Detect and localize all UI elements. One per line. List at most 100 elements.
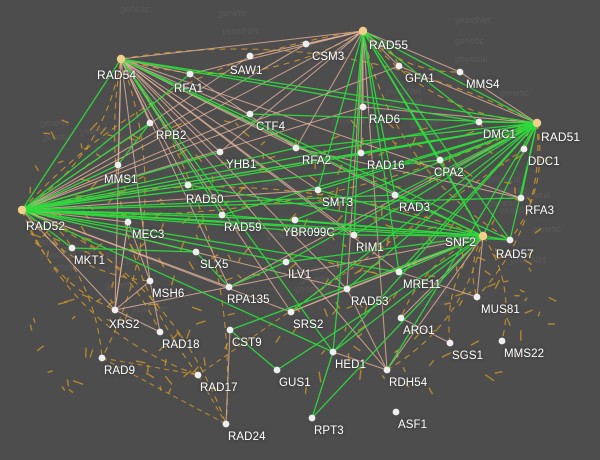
graph-node-rad50[interactable] xyxy=(184,181,192,189)
edge-genetic-dash xyxy=(227,312,236,316)
edge-yeastNet xyxy=(394,194,484,237)
graph-node-ilv1[interactable] xyxy=(282,258,290,266)
node-layer[interactable] xyxy=(17,26,542,428)
graph-node-rad55[interactable] xyxy=(358,26,368,36)
graph-node-rad16[interactable] xyxy=(357,149,365,157)
edge-genetic-dash xyxy=(404,382,410,388)
graph-node-rad17[interactable] xyxy=(194,371,202,379)
graph-node-smt3[interactable] xyxy=(314,186,322,194)
edge-yeastNet xyxy=(332,122,538,353)
edge-genetic-dash xyxy=(46,250,50,258)
graph-node-sgs1[interactable] xyxy=(446,339,454,347)
graph-node-cpa2[interactable] xyxy=(436,156,444,164)
edge-genetic-dash xyxy=(192,366,199,373)
graph-node-ctf4[interactable] xyxy=(246,110,254,118)
graph-node-rdh54[interactable] xyxy=(383,366,391,374)
graph-node-rad57[interactable] xyxy=(506,236,514,244)
graph-node-gus1[interactable] xyxy=(273,366,281,374)
graph-node-gfa1[interactable] xyxy=(395,62,403,70)
graph-node-ddc1[interactable] xyxy=(520,145,528,153)
graph-node-mus81[interactable] xyxy=(473,293,481,301)
graph-node-rad51[interactable] xyxy=(532,118,542,128)
edge-genetic-dash xyxy=(358,366,365,370)
graph-node-yhb1[interactable] xyxy=(216,148,224,156)
graph-node-rfa3[interactable] xyxy=(517,194,525,202)
graph-node-rad53[interactable] xyxy=(343,285,351,293)
edge-genetic-dash xyxy=(170,275,176,286)
edge-genetic-dash xyxy=(502,280,509,283)
graph-node-slx5[interactable] xyxy=(192,248,200,256)
edge-genetic-dash xyxy=(363,270,375,274)
graph-node-srs2[interactable] xyxy=(287,308,295,316)
edge-genetic-dash xyxy=(394,349,400,354)
graph-node-rad24[interactable] xyxy=(222,420,230,428)
graph-node-mms22[interactable] xyxy=(498,337,506,345)
edge-physical xyxy=(386,235,484,371)
edge-genetic-dash xyxy=(492,253,500,259)
edge-physical xyxy=(290,288,348,313)
graph-node-snf2[interactable] xyxy=(478,231,488,241)
graph-node-aro1[interactable] xyxy=(397,314,405,322)
graph-node-rim1[interactable] xyxy=(350,231,358,239)
edge-genetic-dash xyxy=(287,262,298,271)
edge-genetic-arc xyxy=(120,48,538,124)
graph-node-rad54[interactable] xyxy=(116,54,126,64)
edge-physical xyxy=(459,71,538,124)
graph-node-xrs2[interactable] xyxy=(111,306,119,314)
edge-genetic-dash xyxy=(95,298,102,303)
edge-yeastNet xyxy=(21,58,122,211)
graph-node-rfa2[interactable] xyxy=(292,144,300,152)
graph-node-mre11[interactable] xyxy=(395,268,403,276)
graph-node-hed1[interactable] xyxy=(329,348,337,356)
graph-node-mec3[interactable] xyxy=(124,218,132,226)
edge-physical xyxy=(120,58,230,288)
graph-node-rad3[interactable] xyxy=(391,191,399,199)
graph-node-msh6[interactable] xyxy=(146,277,154,285)
edge-genetic-dash xyxy=(320,349,326,355)
graph-node-rad52[interactable] xyxy=(17,205,27,215)
graph-node-rad59[interactable] xyxy=(218,211,226,219)
edge-physical xyxy=(362,30,461,73)
edge-genetic-dash xyxy=(323,308,329,317)
graph-node-ybr099c[interactable] xyxy=(291,216,299,224)
graph-node-rad18[interactable] xyxy=(156,328,164,336)
graph-node-rpa135[interactable] xyxy=(225,283,233,291)
edge-physical xyxy=(362,106,538,124)
edge-yeastNet xyxy=(117,122,151,166)
graph-node-dmc1[interactable] xyxy=(475,118,483,126)
graph-node-saw1[interactable] xyxy=(246,52,254,60)
edge-genetic-dash xyxy=(138,175,144,180)
edge-type-watermark: physical xyxy=(488,174,521,184)
edge-type-watermark: yeastNet xyxy=(455,15,491,25)
graph-node-rad6[interactable] xyxy=(359,103,367,111)
graph-node-rad9[interactable] xyxy=(98,354,106,362)
edge-genetic-arc xyxy=(120,58,229,425)
graph-node-rpb2[interactable] xyxy=(146,119,154,127)
edge-genetic-dash xyxy=(356,267,364,273)
edge-genetic-dash xyxy=(491,219,495,225)
graph-node-mms4[interactable] xyxy=(456,68,464,76)
edge-physical xyxy=(346,288,388,371)
edge-genetic-dash xyxy=(544,157,549,162)
edge-genetic-dash xyxy=(164,358,167,366)
edge-genetic-arc xyxy=(472,235,484,298)
graph-node-csm3[interactable] xyxy=(302,40,310,48)
edge-yeastNet xyxy=(353,122,538,236)
edge-yeastNet xyxy=(228,261,287,288)
edge-genetic-dash xyxy=(470,340,480,346)
graph-node-cst9[interactable] xyxy=(226,326,234,334)
edge-genetic-dash xyxy=(519,289,525,293)
graph-node-rpt3[interactable] xyxy=(308,414,316,422)
edge-genetic-dash xyxy=(455,292,466,297)
graph-node-mms1[interactable] xyxy=(114,161,122,169)
edge-yeastNet xyxy=(120,58,511,241)
edge-yeastNet xyxy=(317,189,484,237)
graph-node-mkt1[interactable] xyxy=(68,244,76,252)
edge-genetic xyxy=(101,357,199,376)
edge-type-watermark: yeastNet xyxy=(385,86,421,96)
graph-node-asf1[interactable] xyxy=(392,408,400,416)
graph-node-rfa1[interactable] xyxy=(186,70,194,78)
edge-yeastNet xyxy=(398,235,484,273)
edge-type-watermark: yeastNet xyxy=(132,304,168,314)
